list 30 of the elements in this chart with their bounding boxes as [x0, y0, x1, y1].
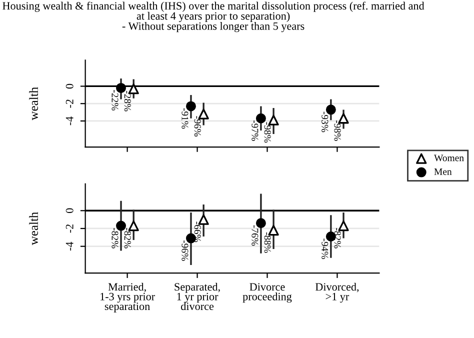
x-tick-label: Separated, 1 yr prior divorce	[174, 282, 220, 310]
annotation: -93%	[322, 112, 328, 132]
y-tick-label: 0	[66, 84, 74, 89]
annotation: -88%	[264, 232, 271, 253]
annotation: -66%	[194, 222, 201, 242]
annotation: -96%	[182, 240, 188, 261]
annotation: -22%	[112, 90, 118, 110]
legend-label: Men	[434, 168, 452, 175]
annotation: -82%	[112, 228, 118, 248]
annotation: -28%	[124, 90, 131, 112]
annotation: -98%	[264, 122, 271, 143]
y-tick-label: -4	[66, 116, 74, 126]
y-tick-label: -4	[66, 242, 74, 251]
annotation: -76%	[252, 225, 258, 246]
y-tick-label: 0	[66, 208, 74, 213]
annotation: -91%	[182, 108, 188, 129]
annotation: -98%	[334, 120, 341, 141]
legend-label: Women	[434, 154, 464, 162]
y-axis-title: wealth	[29, 212, 38, 246]
x-tick-label: Divorce proceeding	[242, 283, 292, 303]
y-axis-title: wealth	[29, 87, 38, 120]
annotation: -96%	[194, 116, 201, 136]
x-tick-label: Married, 1-3 yrs prior separation	[100, 282, 155, 312]
annotation: -82%	[124, 228, 131, 248]
annotation: -94%	[322, 238, 328, 260]
y-tick-label: -2	[66, 100, 74, 108]
y-tick-label: -2	[66, 224, 74, 233]
x-tick-label: Divorced, >1 yr	[315, 282, 359, 303]
chart-title: Housing wealth & financial wealth (IHS) over the marital dissolution process (ref. married and at least 4 years prior to separation) - Without separations longer than 5 years	[2, 2, 424, 32]
annotation: -97%	[252, 120, 258, 141]
